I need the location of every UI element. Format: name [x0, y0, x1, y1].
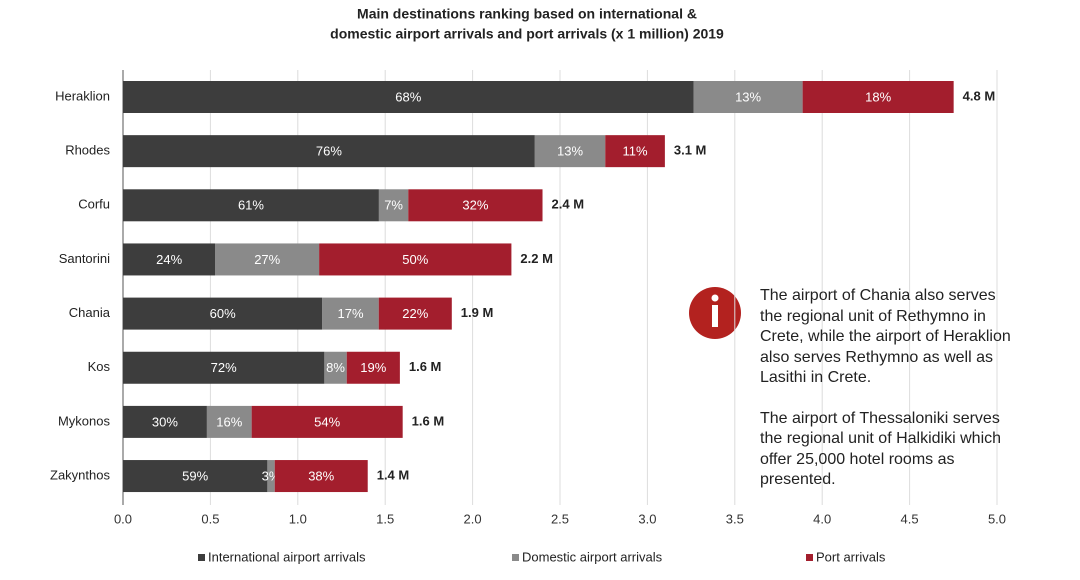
bar-label: 8% — [326, 360, 345, 375]
y-tick-label: Kos — [88, 359, 111, 374]
total-label: 1.6 M — [412, 413, 445, 428]
bar-label: 32% — [462, 198, 488, 213]
bar-label: 7% — [384, 198, 403, 213]
note-line: the regional unit of Rethymno in — [760, 307, 986, 325]
note-line: the regional unit of Halkidiki which — [760, 430, 1002, 447]
bar-segment — [251, 405, 403, 438]
legend-swatch — [198, 554, 205, 561]
bar-label: 16% — [216, 414, 242, 429]
legend-swatch — [512, 554, 519, 561]
bar-segment — [534, 135, 606, 168]
x-tick-label: 5.0 — [988, 511, 1006, 526]
note-line: also serves Rethymno as well as — [760, 348, 993, 366]
y-tick-label: Rhodes — [65, 143, 110, 158]
bar-segment — [693, 81, 803, 113]
bar-segment — [206, 405, 252, 438]
bar-segment — [123, 135, 535, 168]
x-tick-label: 3.5 — [726, 511, 744, 526]
bar-segment — [274, 460, 368, 493]
bar-segment — [802, 81, 954, 113]
y-tick-label: Mykonos — [58, 413, 111, 428]
bar-segment — [123, 460, 268, 493]
bar-segment — [123, 405, 207, 438]
x-tick-label: 1.0 — [289, 511, 307, 526]
bar-segment — [322, 297, 379, 330]
total-label: 2.4 M — [552, 197, 585, 212]
note-line: offer 25,000 hotel rooms as — [760, 450, 955, 468]
note-line: presented. — [760, 471, 836, 488]
total-label: 1.9 M — [461, 305, 494, 320]
note: The airport of Chania also serves the reg… — [760, 286, 1060, 511]
bar-segment — [267, 460, 275, 493]
x-tick-label: 3.0 — [638, 511, 656, 526]
bar-label: 30% — [152, 414, 178, 429]
legend-label: International airport arrivals — [208, 549, 366, 564]
bar-label: 72% — [211, 360, 237, 375]
bar-segment — [408, 189, 543, 222]
x-tick-label: 4.5 — [901, 511, 919, 526]
y-tick-label: Zakynthos — [50, 467, 110, 482]
x-tick-label: 2.0 — [464, 511, 482, 526]
bar-label: 24% — [156, 252, 182, 267]
bar-label: 13% — [557, 144, 583, 159]
chart-title: Main destinations ranking based on inter… — [357, 6, 697, 22]
x-tick-label: 1.5 — [376, 511, 394, 526]
chart-title: domestic airport arrivals and port arriv… — [330, 26, 724, 42]
bar-label: 76% — [316, 144, 342, 159]
bar-label: 38% — [308, 468, 334, 483]
bar-label: 59% — [182, 468, 208, 483]
total-label: 2.2 M — [520, 251, 553, 266]
bar-segment — [324, 351, 347, 384]
y-tick-label: Santorini — [59, 251, 110, 266]
bar-label: 50% — [402, 252, 428, 267]
info-icon-dot — [711, 294, 719, 302]
bar-label: 68% — [395, 89, 421, 104]
bar-segment — [123, 351, 325, 384]
note-line: The airport of Chania also serves — [760, 287, 996, 304]
total-label: 1.4 M — [377, 467, 410, 482]
legend-label: Domestic airport arrivals — [522, 549, 663, 564]
bar-segment — [123, 297, 323, 330]
x-tick-label: 2.5 — [551, 511, 569, 526]
x-tick-label: 4.0 — [813, 511, 831, 526]
bar-segment — [378, 189, 409, 222]
total-label: 1.6 M — [409, 359, 442, 374]
note-line: Crete, while the airport of Heraklion — [760, 328, 1011, 345]
bar-label: 54% — [314, 414, 340, 429]
x-tick-label: 0.5 — [201, 511, 219, 526]
bar-label: 61% — [238, 198, 264, 213]
bar-segment — [215, 243, 320, 276]
legend-swatch — [806, 554, 813, 561]
legend-label: Port arrivals — [816, 549, 886, 564]
y-tick-label: Heraklion — [55, 88, 110, 103]
bar-segment — [378, 297, 452, 330]
bar-label: 27% — [254, 252, 280, 267]
bar-label: 22% — [402, 306, 428, 321]
bar-label: 19% — [360, 360, 386, 375]
note-line: Lasithi in Crete. — [760, 369, 872, 386]
bar-segment — [123, 243, 216, 276]
bar-segment — [123, 81, 694, 113]
bar-label: 11% — [623, 144, 648, 159]
x-tick-label: 0.0 — [114, 511, 132, 526]
note-line: The airport of Thessaloniki serves — [760, 409, 1000, 427]
note-paragraph: The airport of Chania also serves the reg… — [760, 286, 1060, 389]
bar-label: 13% — [735, 89, 761, 104]
bar-label: 18% — [865, 89, 891, 104]
note-paragraph: The airport of Thessaloniki serves the re… — [760, 409, 1060, 491]
y-tick-label: Corfu — [78, 197, 110, 212]
bar-segment — [123, 189, 379, 222]
bar-label: 17% — [337, 306, 363, 321]
total-label: 4.8 M — [963, 88, 996, 103]
bar-segment — [346, 351, 400, 384]
info-icon-bar — [712, 305, 718, 327]
bar-label: 60% — [210, 306, 236, 321]
bar-segment — [319, 243, 512, 276]
y-tick-label: Chania — [69, 305, 111, 320]
bar-segment — [605, 135, 665, 168]
total-label: 3.1 M — [674, 143, 707, 158]
